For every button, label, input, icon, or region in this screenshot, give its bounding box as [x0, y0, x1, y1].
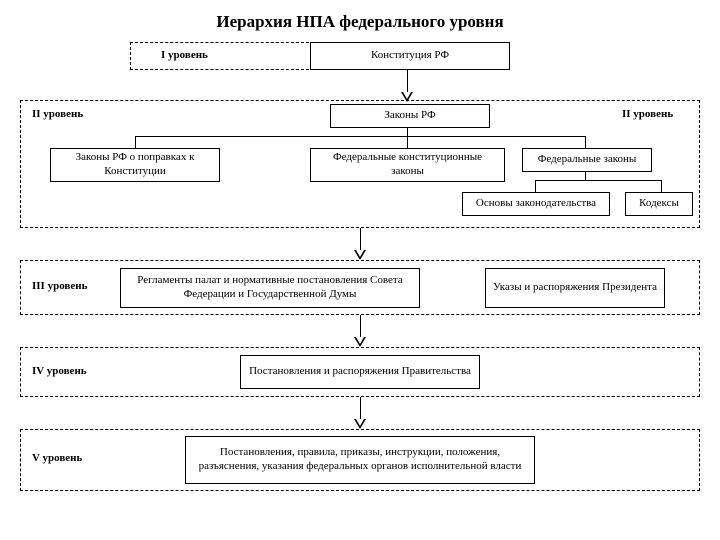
conn-l3-l4	[360, 315, 361, 339]
conn-sub3a	[535, 180, 536, 192]
conn-sub3-down	[585, 172, 586, 180]
level3-box1: Регламенты палат и нормативные постановл…	[120, 268, 420, 308]
conn-l2-l3	[360, 228, 361, 252]
level2-sub3a: Основы законодательства	[462, 192, 610, 216]
conn-l4-l5	[360, 397, 361, 421]
conn-main-down	[407, 128, 408, 136]
level5-label: V уровень	[32, 452, 82, 464]
conn-sub3	[585, 136, 586, 148]
level2-sub3: Федеральные законы	[522, 148, 652, 172]
level2-label-right: II уровень	[622, 108, 673, 120]
arrow-l2-l3	[354, 250, 366, 260]
conn-h-sub3	[535, 180, 661, 181]
conn-sub1	[135, 136, 136, 148]
level2-sub1: Законы РФ о поправках к Конституции	[50, 148, 220, 182]
conn-h-subs	[135, 136, 585, 137]
level1-label: I уровень	[161, 49, 208, 63]
level4-label: IV уровень	[32, 365, 87, 377]
level2-sub3b: Кодексы	[625, 192, 693, 216]
level2-label-left: II уровень	[32, 108, 83, 120]
level3-label: III уровень	[32, 280, 87, 292]
level2-main: Законы РФ	[330, 104, 490, 128]
arrow-l3-l4	[354, 337, 366, 347]
conn-sub2	[407, 136, 408, 148]
arrow-l4-l5	[354, 419, 366, 429]
diagram-title: Иерархия НПА федерального уровня	[0, 0, 720, 40]
conn-sub3b	[661, 180, 662, 192]
level3-box2: Указы и распоряжения Президента	[485, 268, 665, 308]
conn-l1-l2	[407, 70, 408, 94]
level2-sub2: Федеральные конституционные законы	[310, 148, 505, 182]
level4-box: Постановления и распоряжения Правительст…	[240, 355, 480, 389]
level1-box: Конституция РФ	[310, 42, 510, 70]
level5-box: Постановления, правила, приказы, инструк…	[185, 436, 535, 484]
